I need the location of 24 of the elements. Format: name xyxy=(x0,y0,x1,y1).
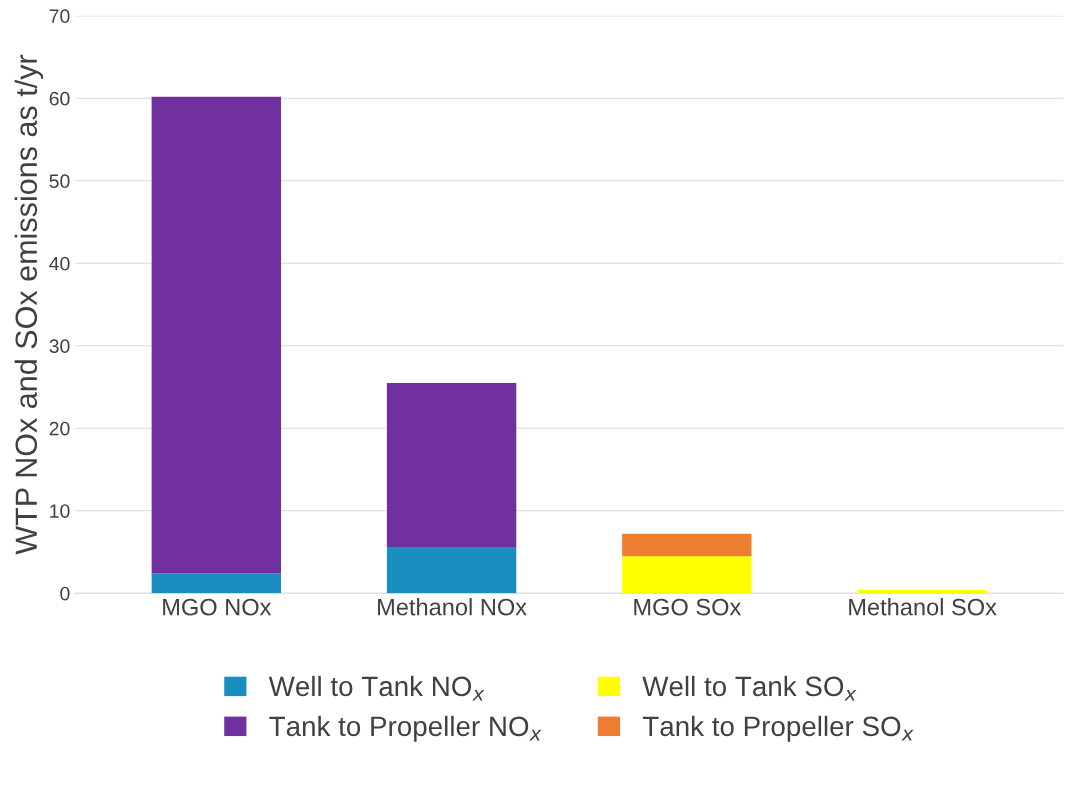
x-tick-label: MGO NOx xyxy=(163,598,272,616)
x-tick-label: MGO SOx xyxy=(634,598,742,616)
bar xyxy=(386,547,517,594)
y-tick-label: 10 xyxy=(50,504,70,518)
y-tick-label: 40 xyxy=(49,256,70,271)
y-tick-label: 30 xyxy=(49,339,70,354)
legend-label: Tank to Propeller NO$_{x}$ xyxy=(269,715,542,742)
bar xyxy=(386,382,517,548)
bar xyxy=(622,533,752,557)
bar xyxy=(151,96,282,574)
y-tick-label: 50 xyxy=(49,174,70,189)
y-tick-label: 60 xyxy=(49,91,70,106)
legend-label: Well to Tank SO$_{x}$ xyxy=(642,675,857,701)
y-tick-label: 0 xyxy=(60,586,70,601)
bar xyxy=(857,589,987,594)
y-tick-label: 70 xyxy=(49,9,70,24)
y-axis-title: WTP NOx and SOx emissions as t/yr xyxy=(14,54,44,555)
bar xyxy=(622,556,752,594)
legend-label: Well to Tank NO$_{x}$ xyxy=(268,675,485,701)
bar xyxy=(151,573,282,594)
x-tick-label: Methanol NOx xyxy=(378,598,527,616)
legend-label: Tank to Propeller SO$_{x}$ xyxy=(642,715,914,742)
y-tick-label: 20 xyxy=(49,421,70,436)
x-tick-label: Methanol SOx xyxy=(849,598,997,616)
